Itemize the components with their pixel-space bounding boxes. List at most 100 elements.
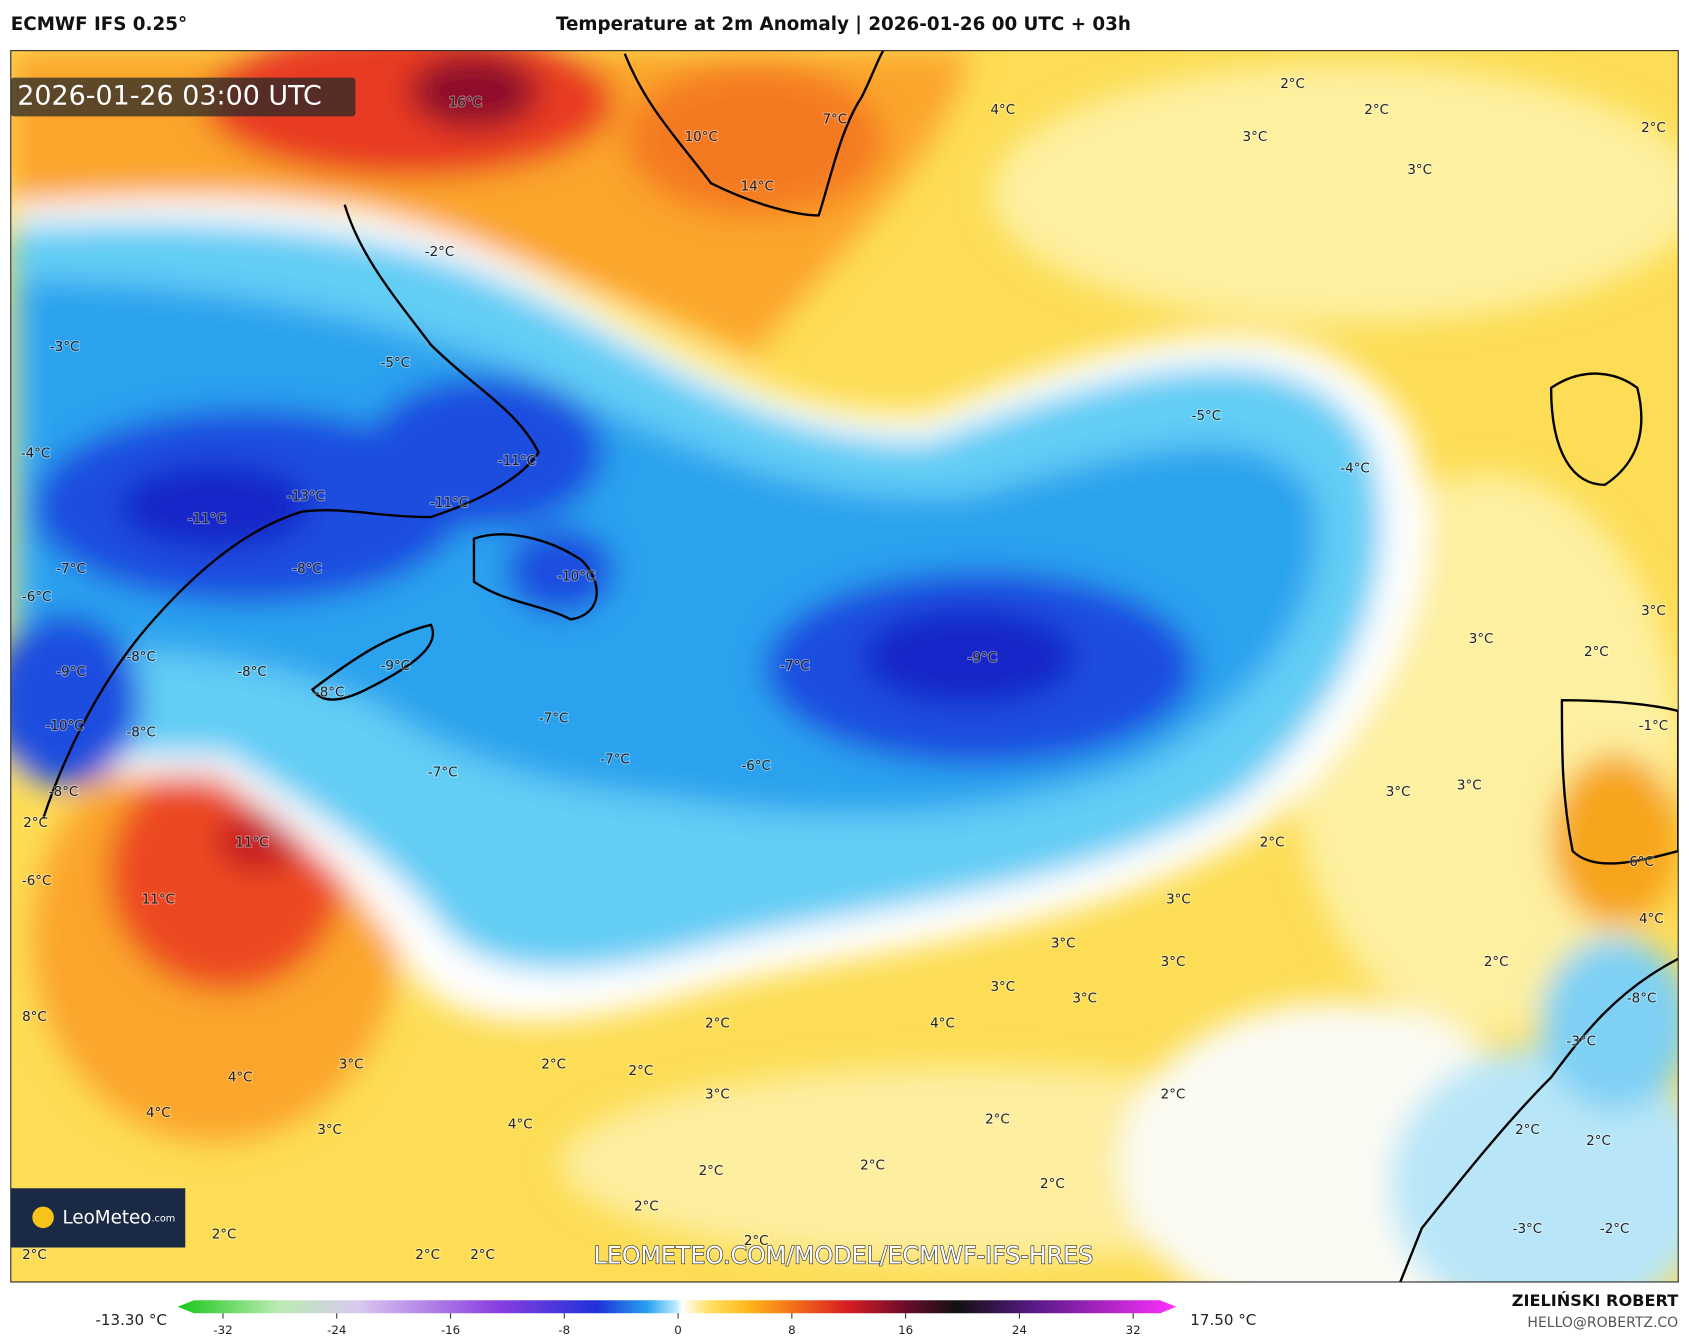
contour-label: -8°C bbox=[49, 785, 79, 800]
contour-label: 4°C bbox=[228, 1070, 253, 1085]
contour-label: 4°C bbox=[1639, 912, 1664, 927]
contour-label: 14°C bbox=[741, 179, 774, 194]
contour-label: -8°C bbox=[126, 726, 156, 741]
colorbar-tick-label: -16 bbox=[441, 1323, 460, 1337]
contour-label: 3°C bbox=[1386, 785, 1411, 800]
contour-label: -8°C bbox=[1627, 992, 1657, 1007]
contour-label: 2°C bbox=[629, 1064, 654, 1079]
contour-label: 2°C bbox=[1040, 1177, 1065, 1192]
logo-suffix: .com bbox=[151, 1213, 175, 1224]
contour-label: 2°C bbox=[1260, 835, 1285, 850]
contour-label: -3°C bbox=[50, 340, 80, 355]
model-name: ECMWF IFS 0.25° bbox=[11, 14, 187, 35]
contour-label: 2°C bbox=[699, 1164, 724, 1179]
contour-label: -4°C bbox=[21, 447, 51, 462]
colorbar-tick-label: 0 bbox=[674, 1323, 682, 1337]
contour-label: 2°C bbox=[744, 1234, 769, 1249]
contour-label: 4°C bbox=[508, 1118, 533, 1133]
contour-label: -9°C bbox=[56, 665, 86, 680]
contour-label: -8°C bbox=[126, 650, 156, 665]
contour-label: -8°C bbox=[315, 686, 345, 701]
contour-label: 2°C bbox=[23, 816, 48, 831]
contour-label: 4°C bbox=[146, 1106, 171, 1121]
watermark: LEOMETEO.COM/MODEL/ECMWF-IFS-HRES bbox=[594, 1242, 1094, 1270]
contour-label: 11°C bbox=[142, 893, 175, 908]
contour-label: 2°C bbox=[212, 1228, 237, 1243]
contour-label: 2°C bbox=[1280, 77, 1305, 92]
contour-labels: 16°C 10°C 7°C 14°C 4°C 2°C 2°C 3°C 3°C 2°C -2°C -3°… bbox=[20, 76, 1670, 1264]
colorbar-tick-label: -32 bbox=[213, 1323, 232, 1337]
timestamp: 2026-01-26 03:00 UTC bbox=[17, 80, 322, 111]
contour-label: -8°C bbox=[292, 562, 322, 577]
contour-label: -13°C bbox=[287, 490, 325, 505]
contour-label: -3°C bbox=[1567, 1035, 1597, 1050]
contour-label: -6°C bbox=[22, 874, 52, 889]
contour-label: -7°C bbox=[539, 712, 569, 727]
contour-label: 8°C bbox=[22, 1010, 47, 1025]
contour-label: 2°C bbox=[541, 1057, 566, 1072]
colorbar-tick-label: -8 bbox=[558, 1323, 570, 1337]
contour-label: -11°C bbox=[188, 512, 226, 527]
contour-label: -7°C bbox=[56, 562, 86, 577]
contour-label: 2°C bbox=[1515, 1123, 1540, 1138]
contour-label: 10°C bbox=[685, 130, 718, 145]
contour-label: 2°C bbox=[470, 1248, 495, 1263]
contour-label: 2°C bbox=[860, 1159, 885, 1174]
contour-label: -10°C bbox=[557, 569, 595, 584]
timestamp-box bbox=[10, 77, 356, 117]
contour-label: 2°C bbox=[985, 1112, 1010, 1127]
contour-label: 3°C bbox=[705, 1088, 730, 1103]
colorbar-min: -13.30 °C bbox=[95, 1311, 166, 1329]
contour-label: -9°C bbox=[381, 659, 411, 674]
contour-label: 3°C bbox=[1243, 130, 1268, 145]
contour-label: 4°C bbox=[930, 1016, 955, 1031]
contour-label: -6°C bbox=[22, 590, 52, 605]
contour-label: 2°C bbox=[1641, 121, 1666, 136]
colorbar-tick-label: 8 bbox=[788, 1323, 796, 1337]
colorbar-tick-label: 24 bbox=[1012, 1323, 1027, 1337]
contour-label: 2°C bbox=[1161, 1088, 1186, 1103]
contour-label: 3°C bbox=[1407, 163, 1432, 178]
logo-name: LeoMeteo bbox=[62, 1207, 151, 1228]
author: ZIELIŃSKI ROBERT bbox=[1512, 1291, 1678, 1310]
contact: HELLO@ROBERTZ.CO bbox=[1527, 1315, 1678, 1331]
contour-label: 3°C bbox=[339, 1057, 364, 1072]
contour-label: 2°C bbox=[634, 1200, 659, 1215]
colorbar-tick-label: 32 bbox=[1126, 1323, 1141, 1337]
colorbar-tick-label: 16 bbox=[898, 1323, 913, 1337]
contour-label: 3°C bbox=[1161, 955, 1186, 970]
logo: LeoMeteo.com bbox=[62, 1207, 175, 1228]
anomaly-field bbox=[10, 50, 1679, 1282]
contour-label: -7°C bbox=[780, 659, 810, 674]
contour-label: -5°C bbox=[381, 356, 411, 371]
contour-label: 3°C bbox=[317, 1123, 342, 1138]
contour-label: 4°C bbox=[991, 103, 1016, 118]
contour-label: 2°C bbox=[22, 1248, 47, 1263]
contour-label: -1°C bbox=[1639, 719, 1669, 734]
contour-label: 2°C bbox=[1364, 103, 1389, 118]
logo-sun bbox=[32, 1206, 54, 1229]
contour-label: 2°C bbox=[1586, 1134, 1611, 1149]
contour-label: 2°C bbox=[415, 1248, 440, 1263]
contour-label: -5°C bbox=[1192, 409, 1222, 424]
coastlines bbox=[41, 50, 1679, 1282]
map bbox=[10, 50, 1679, 1282]
contour-label: -8°C bbox=[237, 665, 267, 680]
contour-label: -4°C bbox=[1340, 462, 1370, 477]
contour-label: 2°C bbox=[1484, 955, 1509, 970]
contour-label: 3°C bbox=[1051, 937, 1076, 952]
contour-label: 2°C bbox=[705, 1016, 730, 1031]
colorbar-tick-label: -24 bbox=[327, 1323, 346, 1337]
contour-label: 3°C bbox=[1641, 604, 1666, 619]
contour-label: -2°C bbox=[425, 245, 455, 260]
colorbar bbox=[177, 1300, 1177, 1314]
map-frame bbox=[10, 50, 1679, 1283]
contour-label: -6°C bbox=[741, 759, 771, 774]
contour-label: 3°C bbox=[1469, 632, 1494, 647]
contour-label: 7°C bbox=[822, 113, 847, 128]
contour-label: 3°C bbox=[1072, 992, 1097, 1007]
contour-label: -7°C bbox=[428, 765, 458, 780]
contour-label: -11°C bbox=[430, 496, 468, 511]
